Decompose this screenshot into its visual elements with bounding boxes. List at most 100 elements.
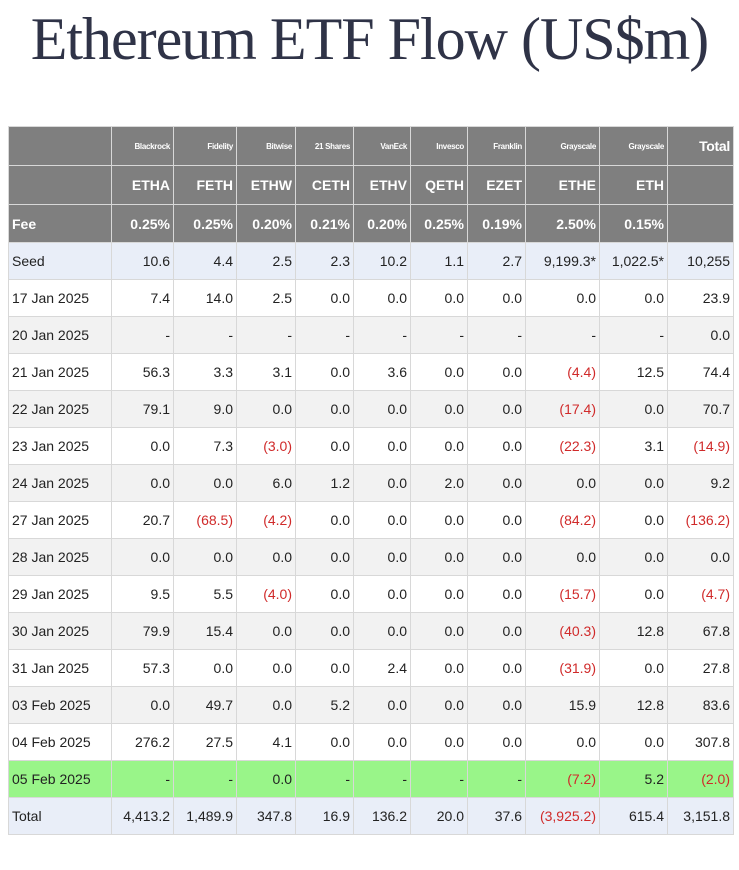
table-body: Seed 10.6 4.4 2.5 2.3 10.2 1.1 2.7 9,199.3* 1,022… xyxy=(8,242,734,835)
flow-cell: 0.0 xyxy=(353,279,411,317)
row-total-cell: 307.8 xyxy=(667,723,734,761)
row-label: 31 Jan 2025 xyxy=(8,649,112,687)
row-label: 27 Jan 2025 xyxy=(8,501,112,539)
fee-value: 0.15% xyxy=(599,204,668,243)
ticker-symbol: FETH xyxy=(173,165,237,205)
flow-cell: 0.0 xyxy=(295,538,354,576)
flow-cell: 0.0 xyxy=(353,427,411,465)
flow-cell: (4.4) xyxy=(525,353,600,391)
flow-cell: 347.8 xyxy=(236,797,296,835)
flow-cell: 0.0 xyxy=(295,353,354,391)
flow-cell: 0.0 xyxy=(467,612,526,650)
flow-cell: (7.2) xyxy=(525,760,600,798)
flow-cell: - xyxy=(111,760,174,798)
flow-cell: 9.0 xyxy=(173,390,237,428)
issuer-corner-cell xyxy=(8,126,112,166)
fee-value: 0.25% xyxy=(111,204,174,243)
flow-cell: 0.0 xyxy=(236,612,296,650)
flow-cell: 0.0 xyxy=(599,390,668,428)
flow-cell: 7.3 xyxy=(173,427,237,465)
flow-cell: 0.0 xyxy=(353,686,411,724)
flow-cell: 12.5 xyxy=(599,353,668,391)
row-total-cell: (4.7) xyxy=(667,575,734,613)
flow-cell: (84.2) xyxy=(525,501,600,539)
flow-cell: 0.0 xyxy=(295,575,354,613)
issuer-name: Fidelity xyxy=(173,126,237,166)
row-label: 03 Feb 2025 xyxy=(8,686,112,724)
flow-cell: (22.3) xyxy=(525,427,600,465)
flow-cell: 9,199.3* xyxy=(525,242,600,280)
total-column-header: Total xyxy=(667,126,734,166)
flow-cell: 0.0 xyxy=(295,723,354,761)
flow-cell: 0.0 xyxy=(410,353,468,391)
row-total-cell: 9.2 xyxy=(667,464,734,502)
row-label: 23 Jan 2025 xyxy=(8,427,112,465)
flow-cell: - xyxy=(467,760,526,798)
table-row: 20 Jan 2025- - - - - - - - -0.0 xyxy=(8,316,734,354)
ticker-symbol: ETH xyxy=(599,165,668,205)
flow-cell: - xyxy=(236,316,296,354)
flow-cell: 0.0 xyxy=(111,686,174,724)
flow-cell: 4.4 xyxy=(173,242,237,280)
flow-cell: 15.4 xyxy=(173,612,237,650)
issuer-name: Franklin xyxy=(467,126,526,166)
flow-cell: 0.0 xyxy=(173,649,237,687)
seed-row: Seed 10.6 4.4 2.5 2.3 10.2 1.1 2.7 9,199.3* 1,022… xyxy=(8,242,734,280)
flow-cell: 0.0 xyxy=(353,723,411,761)
flow-cell: 0.0 xyxy=(525,279,600,317)
flow-cell: 0.0 xyxy=(410,390,468,428)
flow-cell: (31.9) xyxy=(525,649,600,687)
fee-value: 0.25% xyxy=(410,204,468,243)
issuer-name: VanEck xyxy=(353,126,411,166)
flow-cell: 0.0 xyxy=(410,575,468,613)
flow-cell: 0.0 xyxy=(525,723,600,761)
flow-cell: 3.1 xyxy=(599,427,668,465)
flow-cell: 276.2 xyxy=(111,723,174,761)
fee-value: 0.20% xyxy=(353,204,411,243)
issuer-name: Blackrock xyxy=(111,126,174,166)
flow-cell: 0.0 xyxy=(236,390,296,428)
row-label: 04 Feb 2025 xyxy=(8,723,112,761)
flow-cell: (40.3) xyxy=(525,612,600,650)
table-row: 22 Jan 2025 79.1 9.0 0.0 0.0 0.0 0.0 0.0 (17.4) 0… xyxy=(8,390,734,428)
fee-value: 2.50% xyxy=(525,204,600,243)
flow-cell: - xyxy=(353,760,411,798)
flow-cell: 5.2 xyxy=(599,760,668,798)
flow-cell: 0.0 xyxy=(410,427,468,465)
table-row: 28 Jan 2025 0.0 0.0 0.0 0.0 0.0 0.0 0.0 0.0 0.0 0.… xyxy=(8,538,734,576)
flow-cell: 0.0 xyxy=(295,649,354,687)
flow-cell: 0.0 xyxy=(353,575,411,613)
flow-cell: 5.5 xyxy=(173,575,237,613)
issuer-name: 21 Shares xyxy=(295,126,354,166)
flow-cell: 0.0 xyxy=(173,538,237,576)
issuer-header-row: Blackrock Fidelity Bitwise 21 Shares VanEck I… xyxy=(8,126,734,166)
row-label: 29 Jan 2025 xyxy=(8,575,112,613)
flow-cell: 0.0 xyxy=(467,390,526,428)
flow-cell: 0.0 xyxy=(111,464,174,502)
flow-cell: 6.0 xyxy=(236,464,296,502)
flow-cell: 79.9 xyxy=(111,612,174,650)
flow-cell: 14.0 xyxy=(173,279,237,317)
table-row: 29 Jan 2025 9.5 5.5 (4.0) 0.0 0.0 0.0 0.0 (15.7)… xyxy=(8,575,734,613)
table-row: 31 Jan 2025 57.3 0.0 0.0 0.0 2.4 0.0 0.0 (31.9) 0… xyxy=(8,649,734,687)
flow-cell: 10.2 xyxy=(353,242,411,280)
flow-cell: 0.0 xyxy=(111,538,174,576)
fee-value: 0.21% xyxy=(295,204,354,243)
flow-cell: 0.0 xyxy=(410,686,468,724)
flow-cell: 0.0 xyxy=(467,353,526,391)
row-total-cell: (136.2) xyxy=(667,501,734,539)
issuer-name: Grayscale xyxy=(525,126,600,166)
table-row: 30 Jan 2025 79.9 15.4 0.0 0.0 0.0 0.0 0.0 (40.3)… xyxy=(8,612,734,650)
flow-cell: 0.0 xyxy=(236,686,296,724)
ticker-symbol: ETHA xyxy=(111,165,174,205)
flow-cell: 0.0 xyxy=(410,649,468,687)
flow-cell: 0.0 xyxy=(111,427,174,465)
flow-cell: 0.0 xyxy=(467,538,526,576)
row-label: 24 Jan 2025 xyxy=(8,464,112,502)
row-total-cell: 0.0 xyxy=(667,316,734,354)
flow-cell: (17.4) xyxy=(525,390,600,428)
row-total-cell: 67.8 xyxy=(667,612,734,650)
flow-cell: 1,489.9 xyxy=(173,797,237,835)
flow-cell: 615.4 xyxy=(599,797,668,835)
fee-total-cell xyxy=(667,204,734,243)
